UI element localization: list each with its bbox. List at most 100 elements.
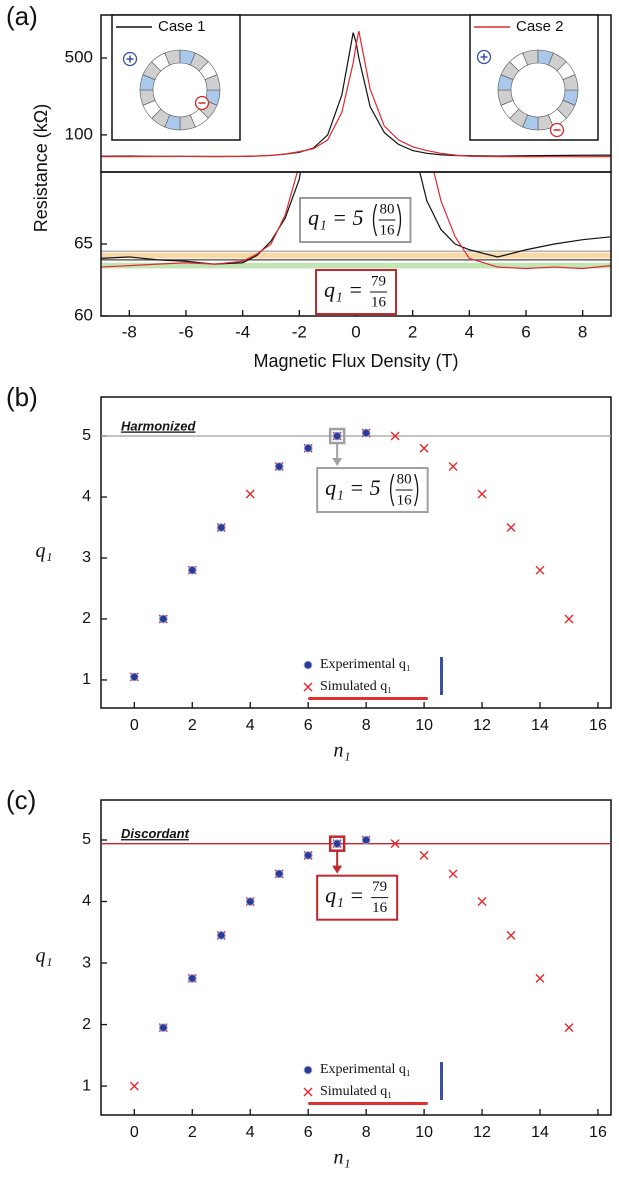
point: [303, 443, 313, 453]
plot-frame: [100, 396, 612, 709]
x-tick-label: 16: [589, 1124, 607, 1141]
x-tick-label: 12: [473, 1124, 491, 1141]
legend-label: Case 2: [516, 18, 564, 35]
x-axis-label: Magnetic Flux Density (T): [253, 351, 458, 371]
fraction-denominator: 16: [371, 294, 387, 310]
legend-label: Experimental q₁: [320, 657, 411, 672]
x-tick-label: -8: [122, 322, 137, 341]
point: [564, 614, 574, 624]
curve-upper: [101, 30, 611, 158]
fraction-numerator: 80: [380, 201, 395, 217]
parenthesis: [396, 203, 402, 237]
x-tick-label: 8: [578, 322, 587, 341]
panel-a: (a) -8 -6 -4 -2 0 2 4 6 8 60 65 100 500 Magnetic Flux …: [6, 1, 612, 371]
x-tick-label: -2: [292, 322, 307, 341]
point: [361, 428, 371, 438]
x-tick-label: 12: [473, 717, 491, 734]
point-stroke: [419, 443, 429, 453]
legend-accent: [308, 697, 428, 700]
y-tick-label: 4: [82, 488, 91, 505]
parenthesis: [372, 203, 378, 237]
point: [159, 614, 168, 624]
band: [101, 252, 611, 259]
legend-accent: [440, 1062, 443, 1100]
annotation: q₁ = 5 80 16: [299, 197, 412, 243]
y-tick-label: 100: [65, 124, 93, 143]
y-tick-label: 5: [82, 427, 91, 444]
y-tick-label: 3: [82, 549, 91, 566]
x-tick-label: 14: [531, 1124, 549, 1141]
point-stroke: [506, 930, 516, 940]
legend-label: Case 1: [158, 18, 206, 35]
y-axis-label: Resistance (kΩ): [31, 104, 51, 233]
point: [303, 682, 313, 692]
y-axis-label: q₁: [36, 945, 53, 967]
point: [216, 931, 226, 940]
x-tick-label: 4: [246, 717, 255, 734]
y-tick-label: 2: [82, 1016, 91, 1033]
point: [245, 489, 255, 499]
point: [535, 565, 545, 575]
panel-label: (c): [6, 785, 36, 815]
x-tick-label: 0: [351, 322, 360, 341]
x-tick-label: 8: [362, 717, 371, 734]
point-stroke: [303, 1087, 313, 1097]
fraction-numerator: 80: [397, 471, 412, 487]
point: [332, 839, 342, 848]
x-tick-label: 10: [415, 717, 433, 734]
y-tick-label: 1: [82, 671, 91, 688]
point-stroke: [564, 614, 574, 624]
ring-segment: [562, 74, 579, 91]
point: [245, 897, 255, 906]
panel-label: (b): [6, 382, 38, 412]
annotation-text: q₁ =: [325, 883, 364, 908]
point: [506, 523, 516, 532]
panel-label: (a): [6, 1, 38, 31]
y-axis-label: q₁: [36, 540, 53, 562]
point-stroke: [535, 565, 545, 575]
y-tick-label: 65: [74, 233, 93, 252]
highlight-box: [328, 835, 346, 852]
fraction-denominator: 16: [397, 492, 413, 508]
arrow-head: [332, 865, 343, 874]
annotation-text: q₁ = 5: [325, 475, 381, 500]
inset: Case 2: [469, 14, 599, 141]
parenthesis: [390, 473, 395, 507]
plot-frame: [100, 799, 612, 1116]
fraction-numerator: 79: [372, 879, 387, 895]
point: [130, 672, 139, 682]
fraction-numerator: 79: [371, 273, 386, 289]
point-stroke: [129, 1081, 139, 1091]
reference-label: Harmonized: [121, 418, 196, 433]
ring-segment: [204, 74, 221, 91]
point: [129, 1081, 139, 1091]
point-stroke: [564, 1023, 574, 1033]
x-tick-label: -6: [178, 322, 193, 341]
highlight-box: [328, 427, 346, 445]
point: [303, 1087, 313, 1097]
x-tick-label: 4: [465, 322, 474, 341]
point-stroke: [390, 431, 400, 441]
point: [303, 1065, 313, 1075]
point-stroke: [448, 462, 458, 472]
y-tick-label: 1: [82, 1077, 91, 1094]
point: [390, 839, 400, 849]
point: [274, 869, 284, 879]
arrow-head: [332, 458, 343, 467]
x-tick-label: -4: [235, 322, 250, 341]
x-tick-label: 14: [531, 717, 549, 734]
point: [274, 462, 284, 471]
x-tick-label: 10: [415, 1124, 433, 1141]
point-stroke: [448, 869, 458, 879]
y-tick-label: 5: [82, 831, 91, 848]
point: [303, 851, 313, 860]
point-stroke: [477, 489, 487, 499]
y-tick-label: 60: [74, 305, 93, 324]
y-tick-label: 500: [65, 47, 93, 66]
x-tick-label: 2: [408, 322, 417, 341]
x-tick-label: 6: [304, 1124, 313, 1141]
y-tick-label: 2: [82, 610, 91, 627]
